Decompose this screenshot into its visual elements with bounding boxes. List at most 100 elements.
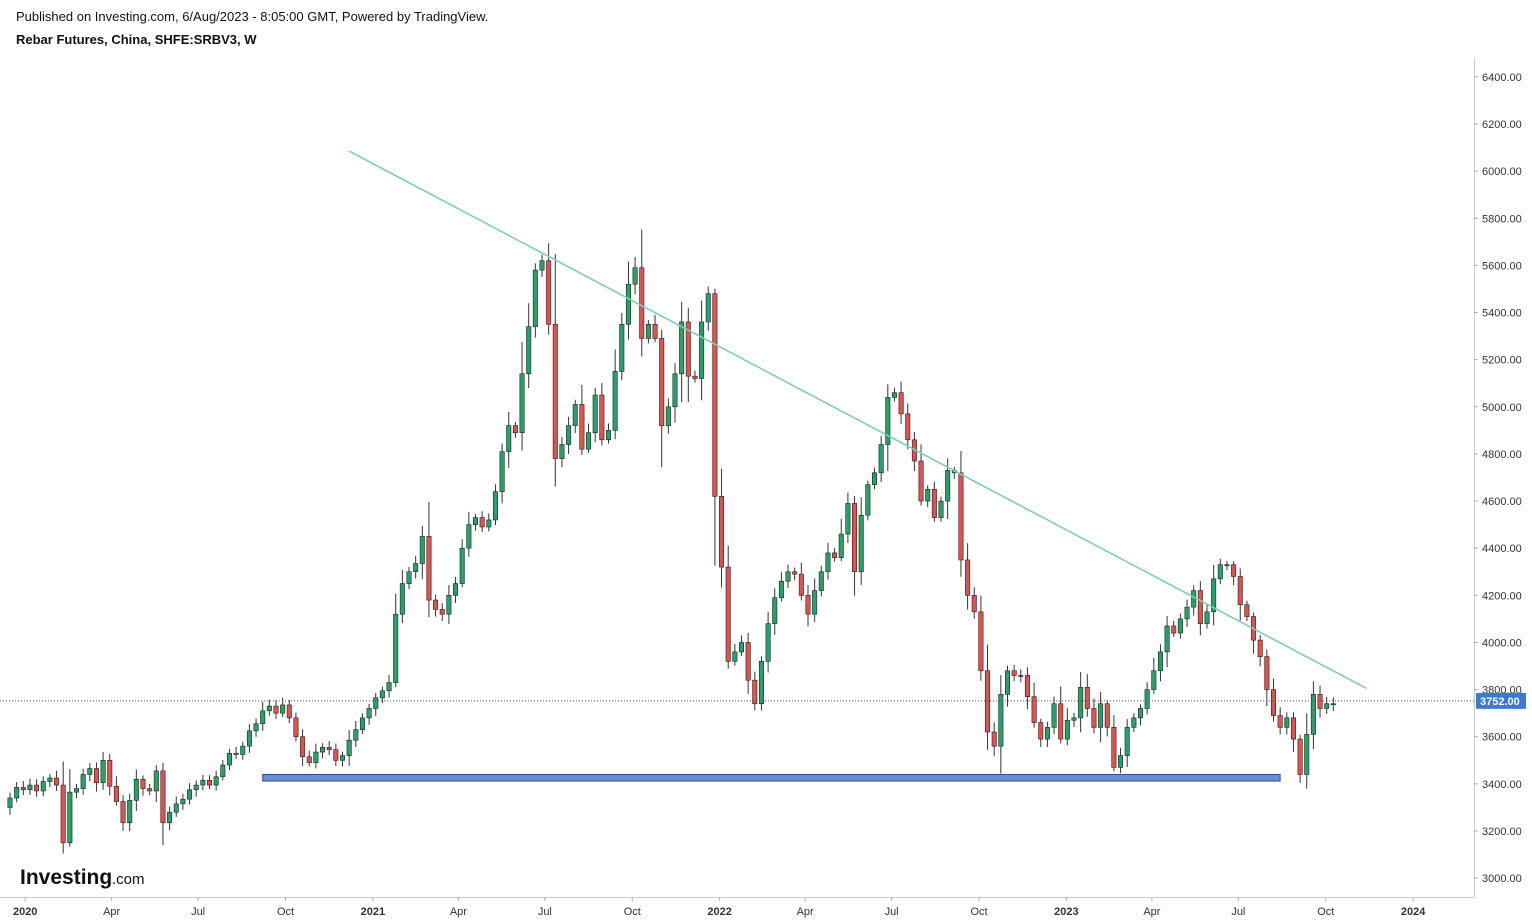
- candle-body-up: [313, 751, 319, 763]
- candle: [679, 301, 685, 403]
- candle: [439, 603, 445, 621]
- candle-body-up: [1310, 694, 1316, 735]
- candle: [1177, 613, 1183, 639]
- candle: [286, 700, 292, 724]
- candle: [14, 782, 20, 803]
- candle-body-up: [193, 784, 199, 791]
- candle: [453, 576, 459, 604]
- candle-body-down: [965, 559, 971, 596]
- candle-body-up: [399, 583, 405, 615]
- candle-body-up: [672, 373, 678, 408]
- price-tick-label: 3600.00: [1482, 732, 1522, 744]
- candle: [120, 795, 126, 831]
- candle-body-up: [812, 590, 818, 615]
- candle: [625, 261, 631, 340]
- candle: [965, 543, 971, 610]
- candle: [339, 751, 345, 767]
- candle-body-up: [246, 730, 252, 747]
- candle: [1004, 665, 1010, 707]
- candle-body-up: [7, 797, 13, 808]
- candle-body-up: [778, 580, 784, 598]
- candle: [1044, 721, 1050, 747]
- candle: [1204, 604, 1210, 629]
- candle: [998, 675, 1004, 774]
- candle: [147, 783, 153, 796]
- candle-body-up: [625, 283, 631, 325]
- candle-body-down: [233, 752, 239, 755]
- candle-body-down: [207, 780, 213, 786]
- candle-body-down: [306, 756, 312, 763]
- candle-body-up: [586, 432, 592, 450]
- candle-body-up: [871, 472, 877, 485]
- candle-body-up: [1191, 590, 1197, 608]
- candle-body-up: [240, 745, 246, 755]
- candle-body-down: [140, 778, 146, 789]
- candle-body-up: [100, 760, 106, 783]
- candle-body-down: [1111, 727, 1117, 768]
- candle-body-down: [918, 460, 924, 502]
- support-zone: [262, 773, 1281, 782]
- candle-body-down: [639, 267, 645, 339]
- candle-body-up: [1330, 703, 1336, 706]
- candle: [572, 399, 578, 433]
- candle-body-down: [120, 801, 126, 824]
- candle: [705, 286, 711, 331]
- candle: [559, 436, 565, 468]
- candle: [1131, 713, 1137, 732]
- candle-body-up: [133, 778, 139, 801]
- time-tick-label: Jul: [191, 906, 205, 918]
- candle-body-down: [579, 404, 585, 450]
- candle-body-up: [413, 563, 419, 573]
- candle: [1211, 564, 1217, 626]
- candle: [566, 416, 572, 454]
- candle: [865, 480, 871, 521]
- candle: [1184, 599, 1190, 627]
- candle: [958, 450, 964, 577]
- candle: [1091, 698, 1097, 734]
- candle: [1011, 664, 1017, 681]
- candle: [1304, 713, 1310, 789]
- candle-body-up: [220, 764, 226, 778]
- candle-body-up: [153, 770, 159, 792]
- candle: [925, 485, 931, 508]
- candle: [599, 383, 605, 446]
- candle: [1310, 681, 1316, 750]
- candle-body-up: [379, 690, 385, 699]
- candle-body-up: [699, 321, 705, 379]
- candle: [459, 539, 465, 588]
- candle-body-down: [552, 324, 558, 459]
- candle-body-up: [632, 267, 638, 285]
- candle: [985, 644, 991, 750]
- candle: [805, 584, 811, 627]
- candle: [891, 387, 897, 402]
- candle: [1157, 644, 1163, 682]
- candle: [173, 796, 179, 817]
- candle-body-up: [40, 781, 46, 792]
- candle: [200, 774, 206, 791]
- candle: [878, 436, 884, 483]
- candle: [978, 595, 984, 681]
- candle-body-up: [665, 406, 671, 426]
- candle-body-up: [472, 517, 478, 525]
- candle: [506, 411, 512, 468]
- candle-body-up: [526, 326, 532, 375]
- candle: [1024, 667, 1030, 710]
- candle-body-down: [1058, 703, 1064, 740]
- candle: [426, 501, 432, 618]
- price-tick-label: 4800.00: [1482, 449, 1522, 461]
- candle-body-up: [1131, 717, 1137, 728]
- candle-body-down: [546, 260, 552, 325]
- candle-body-up: [732, 651, 738, 662]
- candle: [373, 692, 379, 716]
- candle: [393, 593, 399, 688]
- time-tick-label: 2023: [1054, 906, 1078, 918]
- price-tick-label: 4600.00: [1482, 496, 1522, 508]
- candle: [313, 743, 319, 769]
- last-price-label: 3752.00: [1480, 696, 1520, 708]
- candle-body-down: [805, 595, 811, 615]
- candle: [1191, 585, 1197, 616]
- candle-body-up: [838, 533, 844, 558]
- candle-body-down: [54, 777, 60, 786]
- candle: [1051, 696, 1057, 735]
